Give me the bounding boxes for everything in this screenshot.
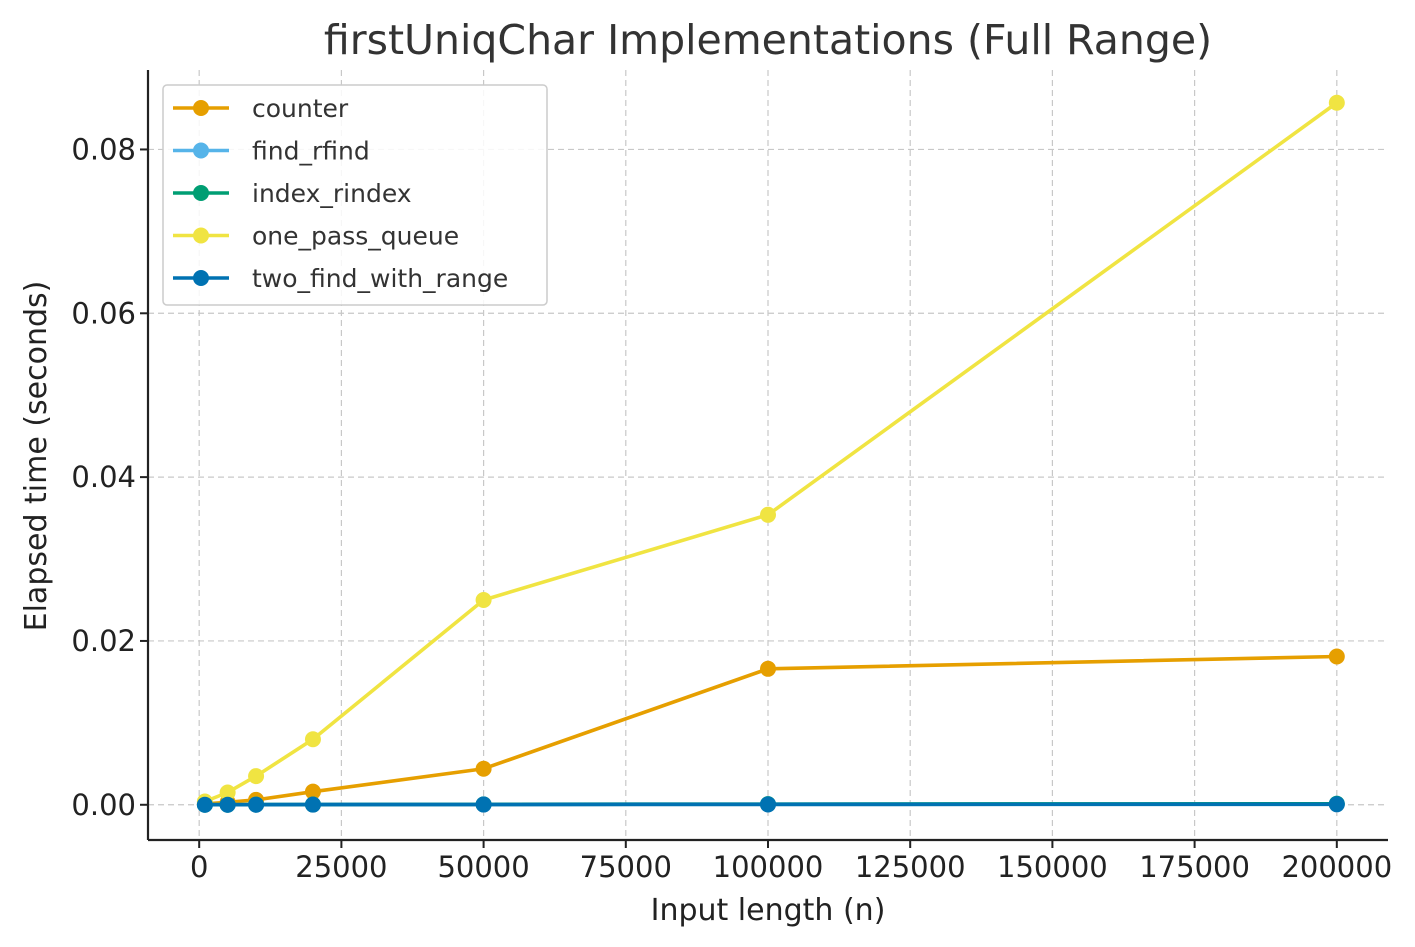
data-point-two_find_with_range [196, 796, 213, 813]
legend-label-counter: counter [252, 94, 349, 123]
data-point-one_pass_queue [304, 731, 321, 748]
chart-title: firstUniqChar Implementations (Full Rang… [324, 16, 1212, 64]
x-tick-label: 200000 [1281, 850, 1392, 884]
x-tick-label: 25000 [295, 850, 387, 884]
legend-marker-index_rindex [193, 185, 209, 201]
legend-box [162, 84, 548, 306]
data-point-two_find_with_range [304, 796, 321, 813]
data-point-two_find_with_range [1328, 796, 1345, 813]
legend-layer: counter find_rfind index_rindex one_pass_qu… [162, 84, 548, 306]
data-point-counter [475, 760, 492, 777]
data-point-two_find_with_range [475, 796, 492, 813]
legend-label-index_rindex: index_rindex [252, 179, 412, 208]
legend-marker-one_pass_queue [193, 227, 209, 244]
legend-marker-two_find_with_range [193, 270, 209, 286]
y-tick-label: 0.02 [71, 624, 136, 658]
x-tick-label: 175000 [1139, 850, 1250, 884]
legend-label-find_rfind: find_rfind [252, 137, 370, 166]
y-axis-label: Elapsed time (seconds) [19, 281, 54, 632]
data-point-one_pass_queue [1328, 94, 1345, 111]
y-tick-label: 0.06 [71, 296, 136, 330]
data-point-two_find_with_range [760, 796, 776, 813]
data-point-one_pass_queue [248, 768, 265, 785]
x-tick-label: 0 [190, 850, 208, 884]
x-tick-label: 100000 [713, 850, 824, 884]
legend-marker-counter [193, 100, 209, 116]
x-tick-label: 75000 [580, 850, 672, 884]
x-tick-label: 150000 [997, 850, 1108, 884]
data-point-counter [1328, 648, 1345, 665]
data-point-one_pass_queue [475, 591, 492, 608]
series-layer [196, 94, 1345, 813]
data-point-counter [760, 660, 776, 677]
data-point-counter [304, 783, 321, 800]
legend-marker-find_rfind [193, 142, 209, 159]
data-point-two_find_with_range [219, 796, 236, 813]
data-point-one_pass_queue [760, 506, 776, 523]
legend-label-one_pass_queue: one_pass_queue [252, 222, 459, 251]
axes-layer: 0 25000 50000 75000 100000 125000 150000 175000… [71, 70, 1392, 884]
x-axis-label: Input length (n) [651, 893, 886, 928]
data-point-one_pass_queue [219, 784, 236, 801]
y-tick-label: 0.08 [71, 132, 136, 166]
legend-label-two_find_with_range: two_find_with_range [252, 264, 508, 293]
series-line-counter [204, 654, 1337, 806]
data-point-two_find_with_range [248, 796, 265, 813]
x-tick-label: 125000 [855, 850, 966, 884]
y-tick-label: 0.04 [71, 460, 136, 494]
y-tick-label: 0.00 [71, 788, 136, 822]
x-tick-label: 50000 [437, 850, 529, 884]
